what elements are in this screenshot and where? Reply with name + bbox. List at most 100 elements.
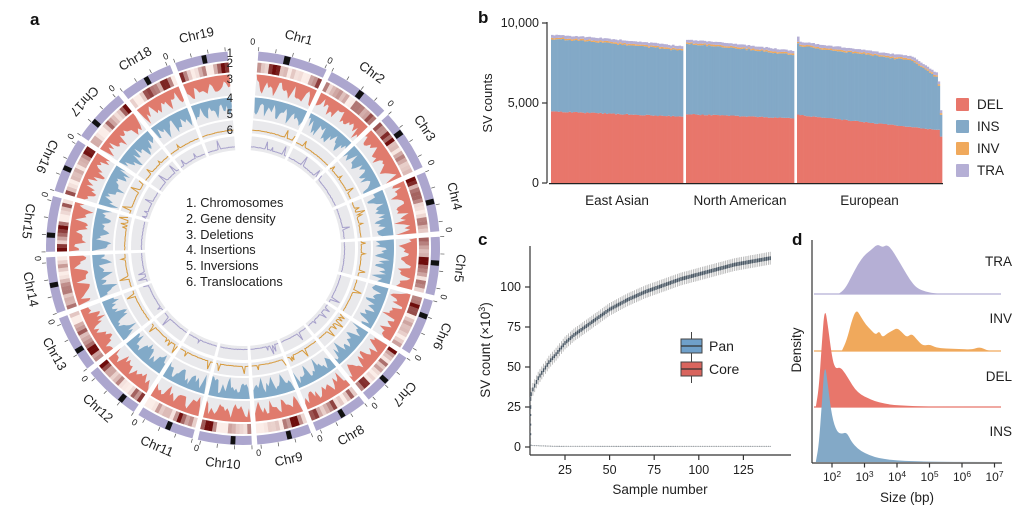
bar-inv (814, 47, 818, 49)
bar-tra (716, 41, 720, 45)
bar-ins (924, 69, 927, 129)
bar-del (854, 120, 857, 183)
chromosome-zero-tick-label: 0 (250, 36, 255, 46)
gene-density-segment (266, 421, 273, 433)
bar-inv (887, 55, 890, 58)
chromosome-label: Chr5 (451, 253, 469, 282)
bar-tra (829, 45, 833, 49)
gene-density-segment (384, 137, 396, 147)
chromosome-label: Chr13 (40, 335, 70, 373)
insertions-area (292, 357, 337, 389)
translocations-track (250, 342, 279, 355)
bar-ins (878, 56, 881, 124)
bar-del (933, 129, 936, 183)
gene-density-segment (328, 399, 338, 411)
bar-tra (902, 55, 905, 58)
bar-inv (895, 57, 899, 59)
bar-inv (719, 44, 722, 47)
gene-density-segment (71, 170, 83, 179)
bar-tra (900, 54, 903, 58)
scale-tick (388, 111, 392, 115)
gene-density-segment (275, 65, 282, 76)
scale-tick (364, 403, 368, 407)
gene-density-segment (405, 176, 417, 184)
gene-density-segment (406, 179, 418, 188)
bar-ins (694, 44, 698, 115)
bar-ins (821, 49, 824, 118)
bar-del (871, 122, 875, 183)
bar-inv (708, 43, 711, 46)
bar-tra (634, 41, 638, 45)
legend-line-translocations: 6. Translocations (186, 273, 283, 289)
gene-density-segment (69, 310, 80, 319)
bar-inv (741, 47, 744, 49)
bar-ins (690, 43, 693, 115)
bar-ins (758, 51, 762, 117)
bar-ins (847, 51, 851, 121)
bar-tra (871, 51, 875, 55)
bar-ins (608, 42, 611, 114)
bar-inv (678, 48, 682, 50)
bar-del (699, 115, 702, 183)
gene-density-segment (405, 312, 417, 321)
bar-del (688, 114, 691, 183)
gene-density-segment (315, 406, 324, 418)
bar-del (597, 113, 600, 183)
bar-ins (663, 48, 666, 117)
gene-density-segment (197, 66, 204, 78)
bar-del (592, 112, 596, 183)
gene-density-segment (75, 163, 87, 172)
bar-ins (904, 59, 908, 127)
gene-density-segment (105, 120, 116, 130)
bar-tra (690, 39, 693, 43)
bar-inv (771, 51, 775, 54)
gene-density-segment (271, 64, 278, 76)
bar-ins (723, 47, 727, 116)
bar-inv (760, 49, 764, 51)
scale-tick (331, 67, 334, 72)
d-x-tick-label: 107 (985, 469, 1003, 484)
c-y-tick-label: 50 (507, 360, 521, 374)
bar-del (639, 115, 642, 183)
scale-tick (103, 390, 107, 395)
bar-inv (614, 42, 618, 44)
bar-inv (699, 43, 702, 46)
scale-tick (47, 199, 52, 201)
bar-ins (876, 55, 879, 124)
bar-ins (909, 60, 912, 127)
gene-density-segment (119, 106, 129, 117)
gene-density-segment (363, 373, 374, 384)
bar-ins (862, 53, 866, 123)
centromere-block (430, 260, 440, 266)
bar-inv (551, 37, 554, 40)
gene-density-segment (322, 403, 331, 415)
gene-density-segment (417, 268, 428, 274)
chromosome-band (257, 51, 327, 78)
bar-inv (845, 51, 848, 53)
bar-tra (928, 68, 932, 72)
bar-inv (661, 46, 664, 49)
bar-inv (926, 69, 930, 71)
bar-tra (840, 47, 844, 51)
bar-inv (630, 44, 633, 46)
gene-density-segment (384, 349, 396, 359)
bar-tra (832, 46, 835, 50)
bar-inv (909, 58, 912, 61)
bar-inv (745, 48, 749, 51)
bar-inv (586, 40, 589, 42)
bar-ins (812, 47, 815, 117)
bar-tra (752, 45, 755, 49)
bar-tra (727, 43, 731, 47)
bar-tra (714, 41, 718, 45)
bar-inv (647, 46, 651, 48)
gene-density-segment (142, 89, 152, 100)
bar-tra (862, 49, 866, 53)
chromosome-band (138, 407, 195, 439)
bar-ins (752, 50, 755, 117)
scale-tick (149, 69, 152, 74)
bar-del (812, 116, 815, 183)
centromere-block (143, 76, 152, 86)
chromosome-label: Chr1 (283, 26, 314, 48)
c-x-tick-label: 50 (603, 463, 617, 477)
bar-ins (884, 57, 888, 125)
